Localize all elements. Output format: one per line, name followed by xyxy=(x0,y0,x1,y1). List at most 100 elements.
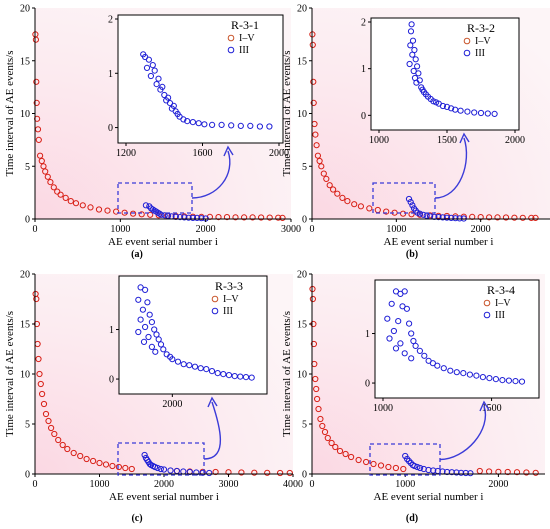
inset-data-point xyxy=(242,374,250,381)
zoom-arrow xyxy=(434,137,468,199)
inset-data-point xyxy=(184,118,191,125)
data-point xyxy=(315,405,322,413)
data-point xyxy=(277,469,284,477)
data-point xyxy=(47,179,54,186)
data-point xyxy=(38,157,45,165)
data-point xyxy=(310,78,317,85)
inset-x-tick-label: 1600 xyxy=(193,148,213,159)
inset-data-point xyxy=(410,67,417,75)
series-iii xyxy=(141,451,213,477)
data-point xyxy=(377,462,385,469)
data-point xyxy=(160,466,168,473)
inset-y-tick-label: 0 xyxy=(365,379,370,390)
inset-data-point xyxy=(415,70,422,77)
data-point xyxy=(141,451,148,459)
data-point xyxy=(400,210,407,217)
inset-data-point xyxy=(237,373,244,380)
inset-data-point xyxy=(407,28,415,35)
inset-data-point xyxy=(440,365,447,372)
data-point xyxy=(189,214,196,221)
inset-data-point xyxy=(403,305,410,312)
inset-y-tick-label: 0 xyxy=(361,111,366,122)
inset-y-tick-label: 1 xyxy=(109,325,114,336)
data-point xyxy=(161,212,168,219)
inset-data-point xyxy=(512,378,519,385)
data-point xyxy=(54,188,61,195)
data-point xyxy=(467,470,474,477)
data-point xyxy=(37,152,44,159)
data-point xyxy=(37,380,44,388)
data-point xyxy=(519,214,526,221)
data-point xyxy=(45,417,52,425)
data-point xyxy=(154,464,161,472)
inset-data-point xyxy=(401,288,408,295)
legend-marker-iii xyxy=(483,311,491,319)
data-point xyxy=(122,464,129,472)
inset-data-point xyxy=(135,296,142,303)
inset-data-point xyxy=(153,331,160,338)
data-point xyxy=(279,214,286,221)
legend-marker-i-v xyxy=(483,299,491,307)
series-iii xyxy=(402,452,474,477)
data-point xyxy=(309,295,317,303)
data-point xyxy=(366,205,373,212)
data-point xyxy=(370,460,377,468)
chart-title: R-3-1 xyxy=(231,18,259,32)
y-axis-label: Time interval of AE events/s xyxy=(281,311,293,437)
data-point xyxy=(32,36,40,43)
legend-label-iii: III xyxy=(223,306,233,317)
data-point xyxy=(532,214,539,221)
data-point xyxy=(59,441,66,449)
inset-data-point xyxy=(410,337,417,345)
data-point xyxy=(215,214,222,221)
inset-data-point xyxy=(406,60,413,68)
inset-data-point xyxy=(505,377,512,384)
data-point xyxy=(177,214,184,221)
data-point xyxy=(430,467,437,474)
legend-label-i-v: I–V xyxy=(475,36,491,47)
data-point xyxy=(90,457,97,465)
legend-label-i-v: I–V xyxy=(495,298,511,309)
legend-label-iii: III xyxy=(475,48,485,59)
zoom-arrow xyxy=(439,405,487,461)
inset-data-point xyxy=(137,316,144,323)
panel-label: (d) xyxy=(406,513,418,524)
y-tick-label: 20 xyxy=(20,270,30,281)
y-tick-label: 20 xyxy=(297,4,307,15)
data-point xyxy=(87,204,94,211)
data-point xyxy=(317,415,324,423)
inset-data-point xyxy=(392,345,400,352)
data-point xyxy=(212,468,219,476)
inset-data-point xyxy=(142,286,149,293)
data-point xyxy=(251,469,258,476)
data-point xyxy=(336,447,344,455)
data-point xyxy=(504,468,511,476)
inset-data-point xyxy=(148,319,155,326)
data-point xyxy=(57,191,64,198)
data-point xyxy=(158,211,165,218)
data-point xyxy=(167,467,174,474)
y-tick-label: 15 xyxy=(20,320,30,331)
zoom-box xyxy=(117,182,193,214)
x-tick-label: 2000 xyxy=(488,479,508,490)
data-point xyxy=(326,182,333,189)
y-tick-label: 20 xyxy=(297,270,307,281)
x-tick-label: 3000 xyxy=(219,479,239,490)
inset-data-point xyxy=(408,21,415,28)
data-point xyxy=(95,206,103,213)
inset-data-point xyxy=(142,323,149,331)
inset-data-point xyxy=(384,315,391,322)
data-point xyxy=(334,190,341,197)
data-point xyxy=(407,199,414,206)
data-point xyxy=(35,136,42,143)
y-tick-label: 0 xyxy=(25,470,30,481)
data-point xyxy=(55,436,62,444)
inset-data-point xyxy=(518,378,526,385)
data-point xyxy=(351,201,358,208)
data-point xyxy=(44,173,51,180)
inset-data-point xyxy=(209,121,216,129)
legend-marker-iii xyxy=(463,49,471,57)
y-tick-label: 10 xyxy=(20,109,30,120)
